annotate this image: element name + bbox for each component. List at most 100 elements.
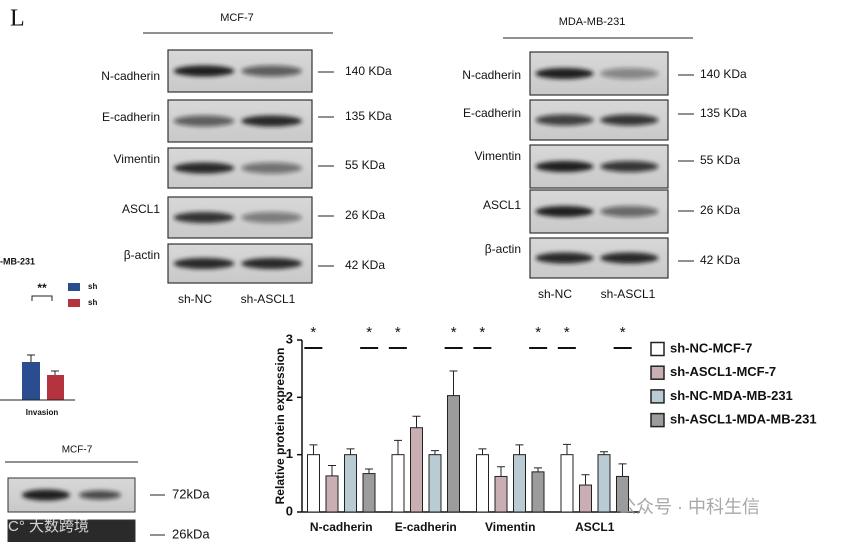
- band: [535, 161, 594, 172]
- band: [241, 115, 302, 127]
- bar: [428, 454, 442, 513]
- error-bar: [581, 474, 590, 486]
- blot-title: MDA-MB-231: [559, 16, 626, 28]
- band: [173, 212, 235, 223]
- error-bar: [478, 448, 487, 455]
- significance-star: *: [395, 324, 401, 341]
- row-label: N-cadherin: [462, 68, 521, 82]
- size-label: 140 KDa: [345, 64, 392, 78]
- error-bar: [497, 466, 505, 477]
- size-label: 26 KDa: [700, 203, 740, 217]
- left-sig: **: [37, 281, 47, 295]
- significance-star: *: [310, 324, 316, 341]
- bar: [579, 484, 592, 513]
- legend-swatch: [68, 299, 80, 307]
- legend-label: sh-NC-MDA-MB-231: [670, 388, 793, 403]
- error-bar: [412, 415, 421, 428]
- y-tick-label: 3: [286, 331, 293, 346]
- band: [535, 114, 594, 126]
- y-tick-label: 1: [286, 446, 293, 461]
- band: [600, 68, 659, 79]
- left-blot-title: MCF-7: [62, 445, 93, 456]
- bar: [362, 473, 376, 513]
- lane-label: sh-NC: [178, 292, 212, 306]
- error-bar: [309, 444, 318, 455]
- error-bar: [534, 467, 542, 472]
- band: [173, 258, 235, 269]
- significance-star: *: [479, 324, 485, 341]
- error-bar: [328, 465, 336, 476]
- band: [241, 162, 302, 174]
- legend-swatch: [650, 389, 665, 404]
- row-label: Vimentin: [114, 152, 160, 166]
- blot-strip: [7, 519, 136, 542]
- band: [600, 206, 659, 217]
- error-bar: [365, 468, 373, 474]
- row-label: E-cadherin: [463, 106, 521, 120]
- size-label: 55 KDa: [345, 158, 385, 172]
- bar: [531, 471, 545, 513]
- band: [173, 162, 235, 174]
- size-label: 135 KDa: [345, 109, 392, 123]
- error-bar: [431, 450, 439, 455]
- error-bar: [346, 448, 355, 455]
- size-label: 42 KDa: [700, 253, 740, 267]
- legend-label: sh-ASCL1-MCF-7: [670, 364, 776, 379]
- error-bar: [563, 443, 571, 455]
- blot-title: MCF-7: [220, 12, 254, 24]
- panel-letter: L: [10, 6, 25, 32]
- legend-label: sh-ASCL1-MDA-MB-231: [670, 412, 817, 427]
- y-tick-label: 2: [286, 389, 293, 404]
- x-tick-label: N-cadherin: [310, 520, 373, 534]
- band: [173, 65, 235, 77]
- size-label: 26kDa: [172, 526, 210, 541]
- significance-star: *: [564, 324, 570, 341]
- left-err: [27, 354, 59, 375]
- band: [600, 252, 659, 264]
- error-bar: [515, 444, 524, 455]
- legend-swatch: [650, 412, 665, 428]
- lane-label: sh-ASCL1: [241, 292, 296, 306]
- x-tick-label: Vimentin: [485, 520, 535, 534]
- legend-label: sh-NC-MCF-7: [670, 340, 752, 355]
- row-label: ASCL1: [483, 198, 521, 212]
- legend-swatch: [650, 365, 665, 380]
- lane-label: sh-ASCL1: [601, 287, 656, 301]
- size-label: 55 KDa: [700, 153, 740, 167]
- band: [535, 68, 594, 79]
- significance-star: *: [366, 324, 372, 341]
- left-title: -MB-231: [0, 256, 35, 266]
- row-label: E-cadherin: [102, 110, 160, 124]
- bar: [494, 475, 508, 513]
- band: [241, 65, 302, 77]
- row-label: N-cadherin: [101, 69, 160, 83]
- band: [535, 252, 594, 264]
- bar: [307, 454, 320, 513]
- bar: [560, 454, 574, 513]
- x-tick-label: E-cadherin: [395, 520, 457, 534]
- bar: [597, 454, 611, 513]
- left-bar: [47, 375, 64, 400]
- bar: [391, 454, 405, 513]
- band: [241, 258, 302, 269]
- y-axis-label: Relative protein expression: [273, 348, 287, 505]
- error-bar: [394, 439, 402, 455]
- significance-star: *: [535, 324, 541, 341]
- band: [600, 161, 659, 172]
- band: [79, 490, 121, 500]
- row-label: Vimentin: [475, 149, 521, 163]
- left-bar: [22, 362, 40, 400]
- bar: [410, 427, 423, 513]
- bar: [476, 454, 489, 513]
- x-tick-label: ASCL1: [575, 520, 615, 534]
- left-xlabel: Invasion: [26, 408, 59, 417]
- size-label: 42 KDa: [345, 258, 385, 272]
- watermark: 公众号 · 中科生信: [618, 497, 760, 517]
- significance-star: *: [620, 324, 626, 341]
- error-bar: [618, 463, 627, 477]
- sig-bracket: [31, 295, 53, 301]
- row-label: ASCL1: [122, 202, 160, 216]
- legend-swatch: [68, 283, 80, 291]
- band: [241, 212, 302, 223]
- significance-star: *: [451, 324, 457, 341]
